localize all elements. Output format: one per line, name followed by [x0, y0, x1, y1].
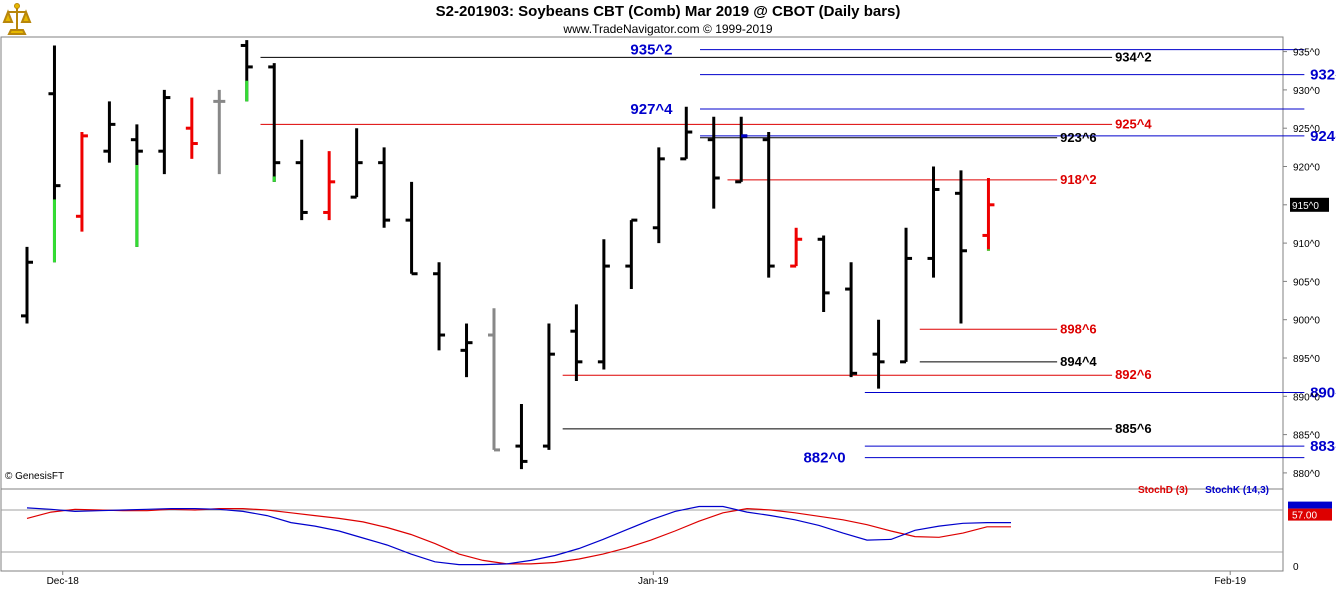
price-tick-label: 880^0 [1293, 469, 1320, 480]
price-tick-label: 930^0 [1293, 86, 1320, 97]
price-bar [625, 218, 638, 290]
price-bar [597, 239, 610, 370]
level-label: 923^6 [1060, 130, 1097, 145]
price-bar [268, 63, 281, 182]
price-tick-label: 885^0 [1293, 431, 1320, 442]
axis-layer: 935^0 930^0 925^0 920^0 915^0 910^0 905^0 900^0… [47, 48, 1329, 587]
price-bar [762, 132, 775, 278]
date-tick-label: Jan-19 [638, 576, 669, 587]
stoch-layer: 0 StochD (3) StochK (14,3) 57.00 [1, 485, 1332, 573]
price-tick-label: 925^0 [1293, 124, 1320, 135]
date-tick-label: Dec-18 [47, 576, 80, 587]
level-label: 892^6 [1115, 367, 1152, 382]
stoch-badge-k [1288, 501, 1332, 509]
app-logo-icon [2, 3, 32, 35]
copyright-label: © GenesisFT [5, 471, 64, 482]
price-bar [487, 308, 500, 452]
level-label: 918^2 [1060, 172, 1097, 187]
price-bar [158, 89, 171, 175]
price-bar [185, 97, 198, 159]
price-tick-label: 900^0 [1293, 316, 1320, 327]
price-tick-label: 905^0 [1293, 277, 1320, 288]
price-bar [570, 304, 583, 381]
price-tick-label: 910^0 [1293, 239, 1320, 250]
price-bar [790, 227, 803, 268]
price-bar [460, 323, 473, 378]
current-price-badge [1290, 197, 1329, 212]
bar-layer [21, 40, 995, 470]
price-bar [982, 177, 995, 251]
price-bar [240, 40, 253, 102]
price-bar [405, 181, 418, 276]
level-label: 883^4 [1310, 438, 1336, 455]
price-bar [295, 139, 308, 221]
level-label: 885^6 [1115, 421, 1152, 436]
level-label: 925^4 [1115, 116, 1152, 131]
price-bar [707, 116, 720, 209]
price-bar [927, 166, 940, 278]
price-bar [350, 128, 363, 199]
price-bar [900, 227, 913, 364]
chart-title: S2-201903: Soybeans CBT (Comb) Mar 2019 … [435, 3, 901, 20]
stoch-legend-d: StochD (3) [1138, 485, 1188, 496]
stoch-current-label: 57.00 [1292, 511, 1317, 522]
price-bar [680, 106, 693, 161]
price-bar [542, 323, 555, 450]
price-bar [817, 235, 830, 313]
level-label: 932^0 [1310, 67, 1336, 84]
chart-subtitle: www.TradeNavigator.com © 1999-2019 [563, 22, 773, 36]
price-bar [515, 403, 528, 470]
price-bar [845, 262, 858, 378]
date-tick-label: Feb-19 [1214, 576, 1246, 587]
price-bar [735, 116, 748, 184]
stoch-tick-label: 0 [1293, 562, 1299, 573]
level-label: 924^0 [1310, 128, 1336, 145]
price-bar [652, 147, 665, 244]
price-tick-label: 890^0 [1293, 392, 1320, 403]
price-bar [378, 147, 391, 228]
price-bar [323, 151, 336, 221]
price-tick-label: 935^0 [1293, 48, 1320, 59]
current-price-label: 915^0 [1292, 201, 1319, 212]
price-bar [48, 45, 61, 263]
stochastic-panel [0, 488, 1284, 572]
level-label: 882^0 [803, 450, 845, 467]
price-bar [954, 170, 967, 324]
level-label: 898^6 [1060, 321, 1097, 336]
price-bar [75, 132, 88, 232]
level-label: 927^4 [630, 101, 673, 118]
stoch-series-line [26, 507, 1011, 565]
price-bar [213, 89, 226, 175]
level-label: 890^4 [1310, 384, 1336, 401]
price-tick-label: 895^0 [1293, 354, 1320, 365]
price-bar [130, 124, 143, 247]
stoch-legend-k: StochK (14,3) [1205, 485, 1269, 496]
level-label: 894^4 [1060, 354, 1097, 369]
stoch-series-line [26, 505, 1011, 566]
level-label: 935^2 [630, 42, 672, 59]
price-bar [433, 262, 446, 351]
stoch-badge-d [1288, 508, 1332, 521]
price-tick-label: 920^0 [1293, 163, 1320, 174]
price-bar [21, 246, 33, 324]
level-label: 934^2 [1115, 49, 1152, 64]
price-bar [103, 101, 116, 163]
price-bar [872, 319, 885, 389]
